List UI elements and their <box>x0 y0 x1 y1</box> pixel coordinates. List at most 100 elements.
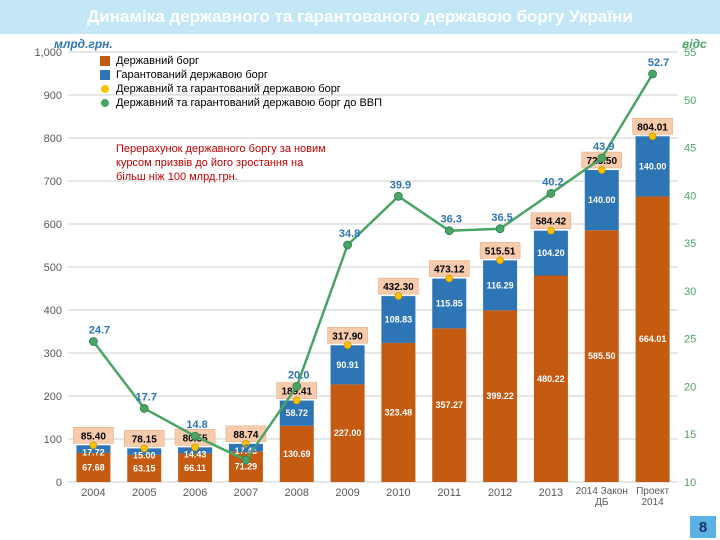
svg-text:30: 30 <box>684 286 696 298</box>
x-tick-label: 2012 <box>488 487 512 499</box>
total-marker <box>497 257 504 264</box>
x-tick-label: 2005 <box>132 487 156 499</box>
bar-guaranteed-value: 108.83 <box>385 315 413 325</box>
legend-swatch <box>100 56 110 66</box>
x-tick-label: 2010 <box>386 487 410 499</box>
svg-text:45: 45 <box>684 143 696 155</box>
x-tick-label: 2006 <box>183 487 207 499</box>
total-marker <box>649 133 656 140</box>
gdp-value-label: 14.8 <box>186 419 207 431</box>
total-label: 88.74 <box>233 430 258 441</box>
svg-text:300: 300 <box>44 348 62 360</box>
bar-guaranteed-value: 115.85 <box>436 298 463 308</box>
gdp-value-label: 17.7 <box>136 391 157 403</box>
svg-text:200: 200 <box>44 391 62 403</box>
gdp-point <box>496 225 504 233</box>
x-tick-label: 2007 <box>234 487 258 499</box>
chart-container: 01002003004005006007008009001,0001015202… <box>10 34 710 514</box>
gdp-point <box>89 338 97 346</box>
total-label: 432.30 <box>383 282 414 293</box>
svg-text:35: 35 <box>684 238 696 250</box>
total-label: 473.12 <box>434 265 465 276</box>
bar-guaranteed-value: 140.00 <box>588 195 616 205</box>
total-label: 85.40 <box>81 431 106 442</box>
svg-text:900: 900 <box>44 90 62 102</box>
total-label: 804.01 <box>637 122 668 133</box>
gdp-point <box>344 241 352 249</box>
total-label: 317.90 <box>332 331 363 342</box>
gdp-point <box>547 189 555 197</box>
total-marker <box>192 444 199 451</box>
svg-text:25: 25 <box>684 334 696 346</box>
gdp-point <box>242 456 250 464</box>
bar-state-value: 67.68 <box>82 462 105 472</box>
page-title: Динаміка державного та гарантованого дер… <box>87 7 633 27</box>
gdp-value-label: 24.7 <box>89 325 110 337</box>
legend-swatch <box>101 85 109 93</box>
x-tick-label: 2008 <box>285 487 309 499</box>
gdp-point <box>445 227 453 235</box>
total-marker <box>547 227 554 234</box>
total-label: 515.51 <box>485 246 516 257</box>
x-tick-label: 2014 <box>641 497 664 508</box>
bar-guaranteed-value: 104.20 <box>537 248 565 258</box>
gdp-value-label: 39.9 <box>390 179 411 191</box>
bar-state-value: 357.27 <box>435 400 463 410</box>
total-label: 78.15 <box>132 434 157 445</box>
total-marker <box>293 397 300 404</box>
bar-state-value: 130.69 <box>283 449 311 459</box>
title-bar: Динаміка державного та гарантованого дер… <box>0 0 720 34</box>
svg-text:400: 400 <box>44 305 62 317</box>
svg-text:800: 800 <box>44 133 62 145</box>
gdp-value-label: 12.3 <box>237 443 258 455</box>
bar-state-value: 585.50 <box>588 351 616 361</box>
legend-label: Державний та гарантований державою борг <box>116 83 341 95</box>
gdp-point <box>598 154 606 162</box>
gdp-value-label: 20.0 <box>288 369 309 381</box>
bar-state-value: 664.01 <box>639 334 667 344</box>
legend-swatch <box>100 70 110 80</box>
x-tick-label: 2009 <box>335 487 359 499</box>
gdp-value-label: 40.2 <box>542 176 563 188</box>
x-tick-label: 2013 <box>539 487 563 499</box>
bar-state-value: 480.22 <box>537 374 565 384</box>
legend-label: Гарантований державою борг <box>116 69 268 81</box>
total-label: 584.42 <box>536 217 567 228</box>
x-tick-label: 2004 <box>81 487 105 499</box>
total-marker <box>344 342 351 349</box>
bar-state-value: 399.22 <box>486 391 514 401</box>
legend-label: Державний та гарантований державою борг … <box>116 97 382 109</box>
total-marker <box>90 442 97 449</box>
page-number: 8 <box>690 516 716 538</box>
gdp-value-label: 36.3 <box>441 214 462 226</box>
x-tick-label: 2014 Закон <box>576 486 628 497</box>
total-marker <box>141 445 148 452</box>
gdp-point <box>394 192 402 200</box>
gdp-point <box>649 70 657 78</box>
svg-text:700: 700 <box>44 176 62 188</box>
bar-guaranteed-value: 58.72 <box>285 408 308 418</box>
svg-text:50: 50 <box>684 95 696 107</box>
x-tick-label: Проект <box>636 486 669 497</box>
bar-state-value: 227.00 <box>334 428 362 438</box>
total-marker <box>395 293 402 300</box>
legend-label: Державний борг <box>116 55 199 67</box>
bar-guaranteed-value: 90.91 <box>336 360 359 370</box>
svg-text:100: 100 <box>44 434 62 446</box>
x-tick-label: 2011 <box>437 487 461 499</box>
svg-text:500: 500 <box>44 262 62 274</box>
svg-text:20: 20 <box>684 381 696 393</box>
gdp-value-label: 52.7 <box>648 57 669 69</box>
gdp-value-label: 34.8 <box>339 228 360 240</box>
gdp-point <box>140 404 148 412</box>
bar-guaranteed-value: 116.29 <box>487 280 514 290</box>
gdp-point <box>293 382 301 390</box>
gdp-value-label: 43.9 <box>593 141 614 153</box>
svg-text:40: 40 <box>684 190 696 202</box>
total-marker <box>598 167 605 174</box>
svg-text:15: 15 <box>684 429 696 441</box>
bar-guaranteed-value: 140.00 <box>639 161 667 171</box>
gdp-point <box>191 432 199 440</box>
svg-text:0: 0 <box>56 477 62 489</box>
svg-text:10: 10 <box>684 477 696 489</box>
